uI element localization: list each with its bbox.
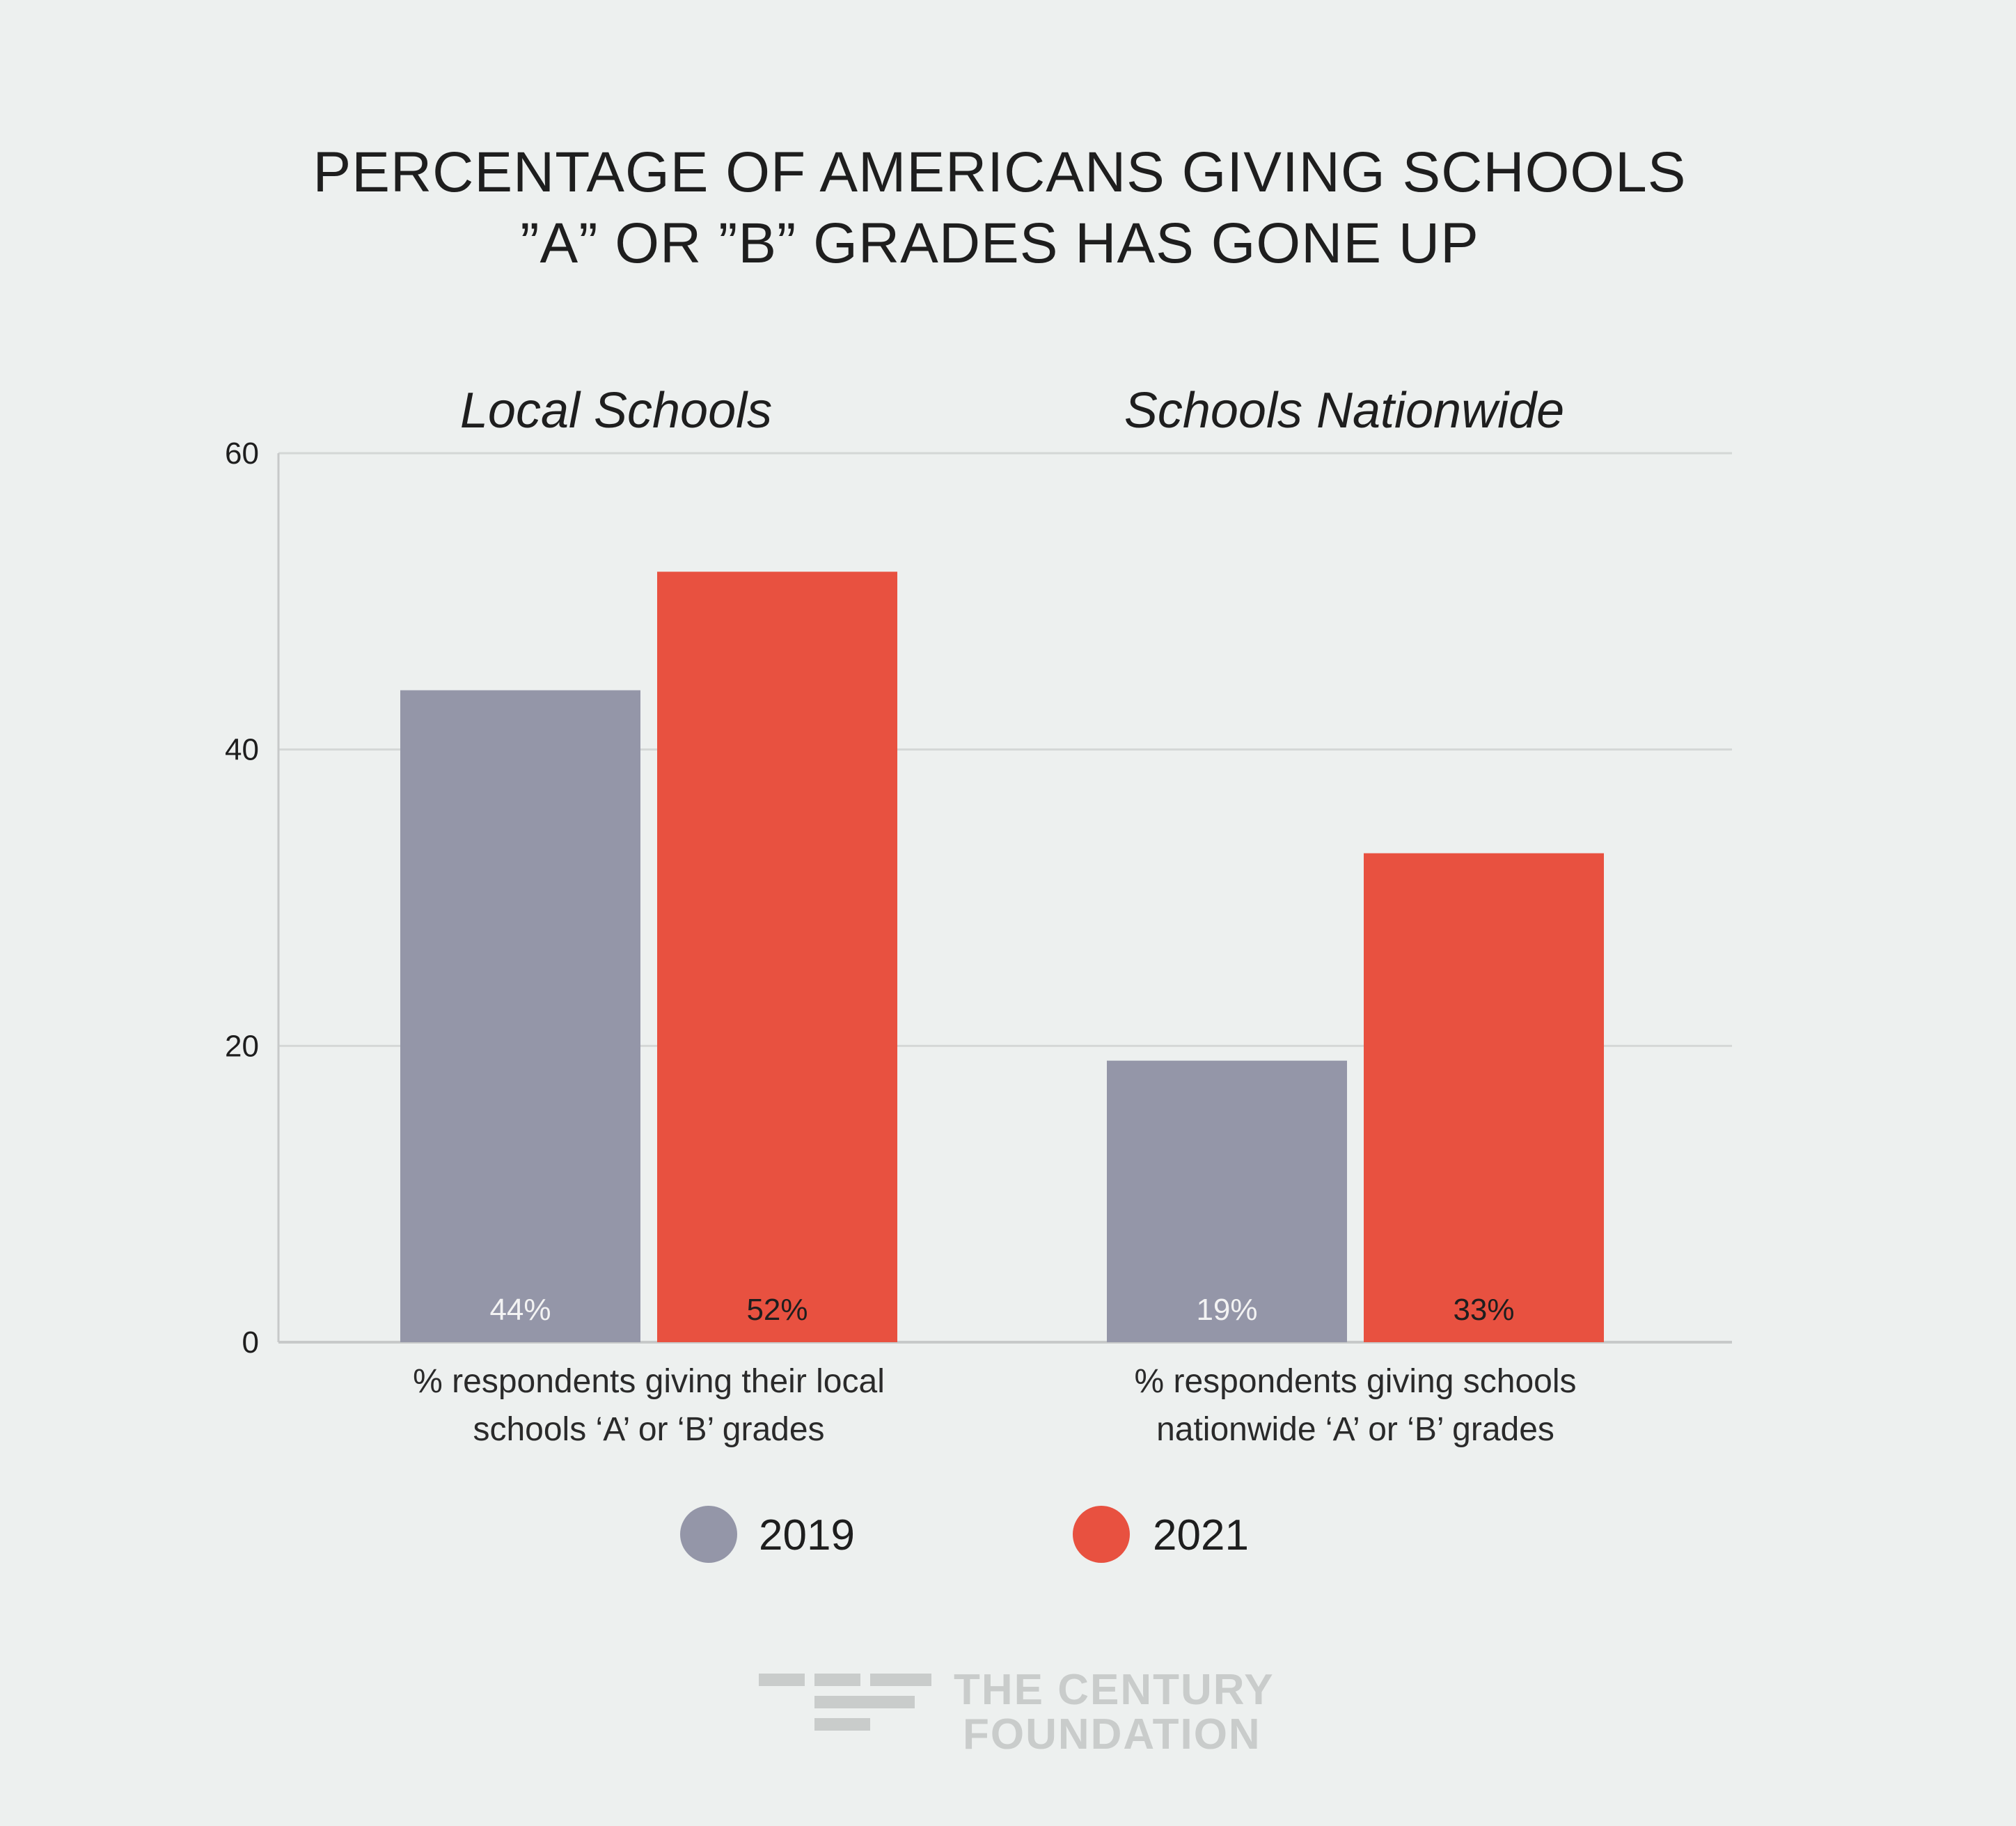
chart-title-line-1: PERCENTAGE OF AMERICANS GIVING SCHOOLS xyxy=(313,141,1687,204)
x-category-labels: % respondents giving their local schools … xyxy=(413,1363,1576,1448)
chart-title-line-2: ”A” OR ”B” GRADES HAS GONE UP xyxy=(520,212,1479,275)
bar-value-label: 33% xyxy=(1453,1293,1514,1327)
y-tick-label: 20 xyxy=(225,1029,259,1063)
century-foundation-logo-icon xyxy=(759,1674,931,1731)
bar-value-labels: 44% 52% 19% 33% xyxy=(489,1293,1514,1327)
legend: 2019 2021 xyxy=(680,1506,1249,1563)
panel-title-local: Local Schools xyxy=(460,383,772,439)
bar-2021-nationwide xyxy=(1364,853,1604,1342)
y-tick-label: 40 xyxy=(225,733,259,767)
y-axis-ticks: 0 20 40 60 xyxy=(225,436,259,1360)
legend-swatch-2019 xyxy=(680,1506,737,1563)
x-category-label: % respondents giving schools xyxy=(1134,1363,1576,1400)
century-foundation-logo: THE CENTURY FOUNDATION xyxy=(759,1666,1275,1758)
bar-2019-local xyxy=(400,690,640,1342)
panel-title-nationwide: Schools Nationwide xyxy=(1124,383,1564,439)
x-category-label: schools ‘A’ or ‘B’ grades xyxy=(473,1411,824,1448)
legend-label-2019: 2019 xyxy=(759,1511,855,1559)
y-tick-label: 60 xyxy=(225,436,259,471)
bar-value-label: 44% xyxy=(489,1293,551,1327)
y-tick-label: 0 xyxy=(242,1325,259,1360)
x-category-label: nationwide ‘A’ or ‘B’ grades xyxy=(1156,1411,1554,1448)
x-category-label: % respondents giving their local xyxy=(413,1363,885,1400)
bars xyxy=(400,572,1604,1343)
logo-line-2: FOUNDATION xyxy=(963,1710,1261,1758)
logo-line-1: THE CENTURY xyxy=(954,1666,1275,1714)
bar-value-label: 52% xyxy=(746,1293,808,1327)
legend-label-2021: 2021 xyxy=(1153,1511,1249,1559)
bar-2019-nationwide xyxy=(1107,1060,1347,1342)
legend-swatch-2021 xyxy=(1073,1506,1130,1563)
bar-value-label: 19% xyxy=(1196,1293,1257,1327)
bar-2021-local xyxy=(657,572,897,1343)
